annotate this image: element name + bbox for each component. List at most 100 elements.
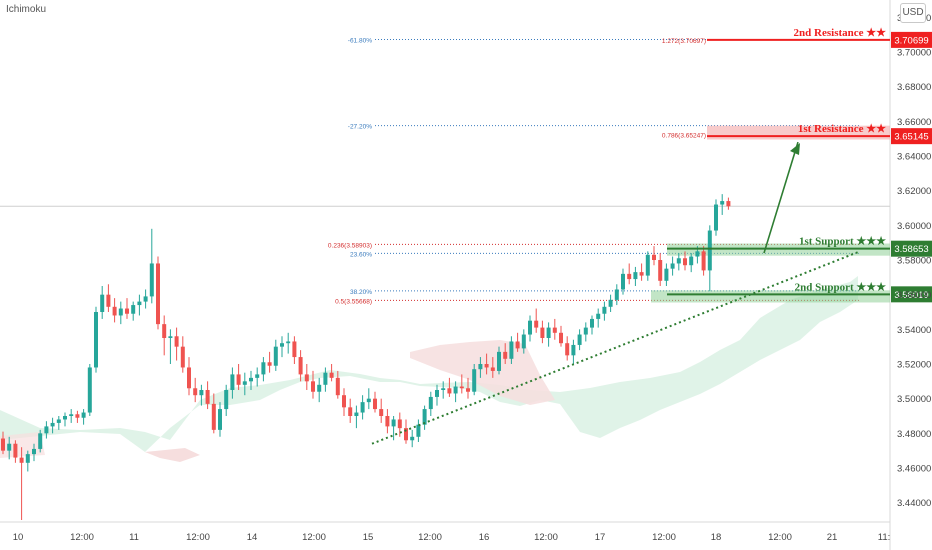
candle[interactable] <box>267 362 272 366</box>
candle[interactable] <box>199 390 204 396</box>
indicator-label[interactable]: Ichimoku <box>6 4 47 15</box>
candle[interactable] <box>187 367 191 389</box>
candle[interactable] <box>50 422 55 427</box>
candle[interactable] <box>19 457 24 463</box>
candle[interactable] <box>689 256 694 266</box>
candle[interactable] <box>255 374 260 378</box>
candle[interactable] <box>404 428 408 441</box>
candle[interactable] <box>385 416 390 427</box>
candle[interactable] <box>218 409 222 430</box>
candle[interactable] <box>621 273 625 290</box>
candle[interactable] <box>366 398 371 403</box>
candle[interactable] <box>614 289 619 300</box>
candle[interactable] <box>137 301 142 306</box>
candle[interactable] <box>143 296 148 302</box>
candle[interactable] <box>342 395 346 408</box>
candle[interactable] <box>447 388 452 394</box>
candle[interactable] <box>602 306 607 314</box>
candle[interactable] <box>546 327 551 338</box>
candle[interactable] <box>32 448 36 455</box>
candle[interactable] <box>683 258 687 266</box>
candle[interactable] <box>38 433 43 449</box>
candle[interactable] <box>25 454 30 463</box>
candle[interactable] <box>497 351 501 371</box>
candle[interactable] <box>379 409 384 416</box>
candle[interactable] <box>156 263 160 325</box>
candle[interactable] <box>490 367 495 371</box>
candle[interactable] <box>670 263 675 269</box>
candle[interactable] <box>528 320 532 335</box>
candle[interactable] <box>317 384 322 392</box>
candle[interactable] <box>335 377 340 396</box>
candle[interactable] <box>410 436 415 441</box>
candle[interactable] <box>168 336 173 338</box>
candle[interactable] <box>273 346 278 366</box>
candle[interactable] <box>676 258 681 264</box>
candle[interactable] <box>162 324 167 338</box>
candle[interactable] <box>695 251 700 257</box>
candle[interactable] <box>652 254 656 260</box>
candle[interactable] <box>286 341 291 344</box>
candle[interactable] <box>590 318 594 328</box>
candle[interactable] <box>503 351 508 359</box>
candle[interactable] <box>1 438 5 451</box>
candle[interactable] <box>100 294 105 312</box>
candle[interactable] <box>56 419 61 423</box>
candle[interactable] <box>373 398 377 410</box>
candle[interactable] <box>534 320 539 328</box>
candle[interactable] <box>174 336 179 347</box>
candle[interactable] <box>69 414 74 416</box>
candle[interactable] <box>193 388 198 396</box>
candle[interactable] <box>565 343 570 356</box>
candle[interactable] <box>701 251 706 271</box>
candle[interactable] <box>714 204 718 231</box>
candle[interactable] <box>459 386 464 389</box>
candle[interactable] <box>428 396 433 410</box>
candle[interactable] <box>583 327 588 335</box>
candle[interactable] <box>230 374 235 390</box>
candle[interactable] <box>298 357 303 375</box>
candle[interactable] <box>354 412 359 416</box>
candle[interactable] <box>658 260 663 281</box>
candle[interactable] <box>422 409 427 425</box>
candle[interactable] <box>726 201 731 207</box>
candle[interactable] <box>509 341 514 359</box>
candle[interactable] <box>7 443 12 451</box>
candle[interactable] <box>720 201 725 205</box>
candle[interactable] <box>249 377 253 382</box>
candle[interactable] <box>280 343 284 347</box>
candle[interactable] <box>515 341 520 349</box>
candle[interactable] <box>87 367 92 413</box>
candle[interactable] <box>571 344 576 356</box>
candle[interactable] <box>205 390 210 404</box>
candle[interactable] <box>329 372 334 378</box>
candle[interactable] <box>131 305 136 314</box>
candle[interactable] <box>559 332 563 344</box>
candle[interactable] <box>75 414 80 418</box>
candle[interactable] <box>63 416 67 420</box>
candle[interactable] <box>416 424 421 437</box>
currency-button[interactable]: USD <box>900 3 926 23</box>
candle[interactable] <box>707 230 712 271</box>
candle[interactable] <box>540 327 545 338</box>
candle[interactable] <box>224 390 229 410</box>
candle[interactable] <box>13 443 18 458</box>
candle[interactable] <box>472 369 477 392</box>
candle[interactable] <box>81 412 86 418</box>
candle[interactable] <box>360 402 365 413</box>
candle[interactable] <box>391 419 396 427</box>
candle[interactable] <box>397 419 402 429</box>
candle[interactable] <box>323 372 328 385</box>
candle[interactable] <box>577 334 582 345</box>
candle[interactable] <box>311 381 315 392</box>
candle[interactable] <box>645 254 650 276</box>
candle[interactable] <box>261 362 266 375</box>
candle[interactable] <box>441 388 446 390</box>
candle[interactable] <box>180 346 185 368</box>
candle[interactable] <box>552 327 557 333</box>
candle[interactable] <box>292 341 297 358</box>
candle[interactable] <box>348 407 353 416</box>
candle[interactable] <box>521 334 526 349</box>
candle[interactable] <box>94 312 98 368</box>
candle[interactable] <box>236 374 241 385</box>
